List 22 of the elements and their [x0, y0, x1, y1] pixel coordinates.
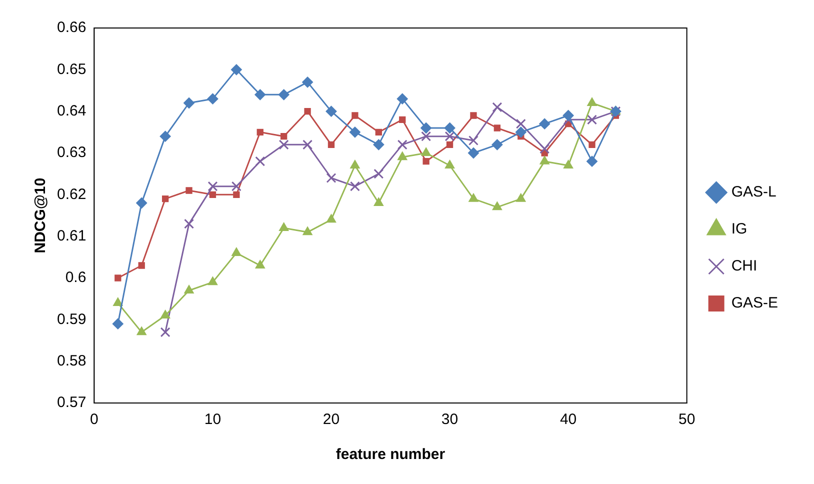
y-tick-label: 0.62 [56, 186, 86, 203]
y-tick-label: 0.64 [56, 102, 86, 120]
legend-label: GAS-L [731, 184, 776, 201]
x-tick-label: 20 [322, 411, 340, 428]
x-tick-label: 40 [560, 411, 577, 428]
y-axis-title: NDCG@10 [32, 178, 50, 254]
y-tick-label: 0.63 [56, 144, 86, 162]
y-tick-label: 0.57 [56, 394, 86, 412]
legend-label: GAS-E [731, 294, 778, 312]
y-tick-label: 0.6 [65, 269, 86, 286]
y-tick-label: 0.65 [56, 60, 86, 78]
y-tick-label: 0.59 [56, 310, 86, 328]
y-tick-label: 0.66 [56, 19, 86, 36]
x-tick-label: 50 [678, 411, 696, 428]
x-tick-label: 0 [90, 411, 98, 428]
x-axis-title: feature number [336, 446, 446, 464]
x-tick-label: 10 [204, 411, 222, 428]
y-tick-label: 0.58 [56, 352, 86, 370]
x-tick-label: 30 [441, 411, 458, 428]
legend-label: IG [731, 220, 748, 238]
legend-label: CHI [731, 258, 758, 275]
y-tick-label: 0.61 [56, 227, 86, 244]
